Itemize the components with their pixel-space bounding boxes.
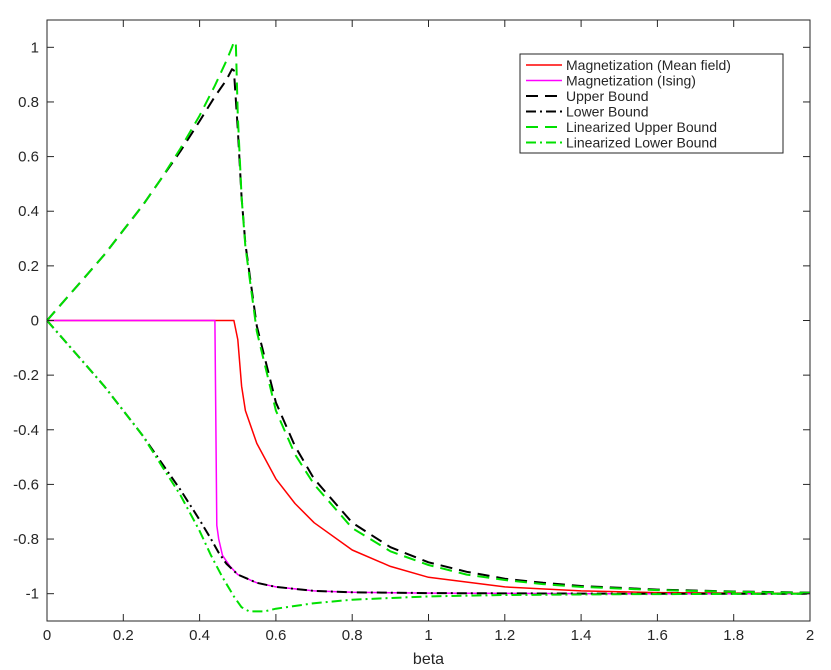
y-tick-label: 0 bbox=[31, 313, 39, 330]
y-tick-label: 0.6 bbox=[18, 149, 39, 166]
legend-label: Lower Bound bbox=[566, 104, 649, 120]
series-line-lower-bound bbox=[46, 319, 810, 595]
y-tick-label: -0.4 bbox=[13, 422, 39, 439]
x-tick-label: 1.8 bbox=[723, 627, 744, 644]
series-line-magnetization-mean-field bbox=[47, 319, 811, 595]
y-tick-label: 0.4 bbox=[18, 203, 39, 220]
y-tick-label: -1 bbox=[26, 586, 39, 603]
x-tick-label: 1.2 bbox=[494, 627, 515, 644]
series-line-linearized-lower-bound bbox=[46, 319, 811, 613]
y-tick-label: -0.6 bbox=[13, 476, 39, 493]
legend-label: Magnetization (Mean field) bbox=[566, 57, 731, 73]
ticks-layer: 0 0.2 0.4 0.6 0.8 1 1.2 1.4 1.6 1.8 2 -1 -0.8 -0.6 -0.… bbox=[13, 20, 814, 644]
legend-label: Linearized Lower Bound bbox=[566, 135, 717, 151]
x-tick-label: 0.6 bbox=[265, 627, 286, 644]
y-tick-label: -0.8 bbox=[13, 531, 39, 548]
legend-box bbox=[519, 53, 784, 154]
legend: Magnetization (Mean field)Magnetization … bbox=[519, 53, 784, 154]
x-tick-label: 0.8 bbox=[342, 627, 363, 644]
series-layer bbox=[46, 40, 811, 613]
x-tick-label: 1.4 bbox=[571, 627, 592, 644]
x-tick-label: 0.2 bbox=[113, 627, 134, 644]
series-line-linearized-upper-bound bbox=[46, 40, 811, 594]
y-tick-label: -0.2 bbox=[13, 367, 39, 384]
legend-label: Upper Bound bbox=[566, 88, 649, 104]
legend-label: Linearized Upper Bound bbox=[566, 119, 717, 135]
legend-label: Magnetization (Ising) bbox=[566, 73, 696, 89]
x-tick-label: 0 bbox=[43, 627, 51, 644]
x-tick-label: 0.4 bbox=[189, 627, 210, 644]
x-tick-label: 1 bbox=[424, 627, 432, 644]
y-tick-label: 0.8 bbox=[18, 94, 39, 111]
y-tick-label: 1 bbox=[31, 39, 39, 56]
x-tick-label: 2 bbox=[806, 627, 814, 644]
x-axis-title: beta bbox=[413, 651, 444, 668]
y-tick-label: 0.2 bbox=[18, 258, 39, 275]
x-tick-label: 1.6 bbox=[647, 627, 668, 644]
